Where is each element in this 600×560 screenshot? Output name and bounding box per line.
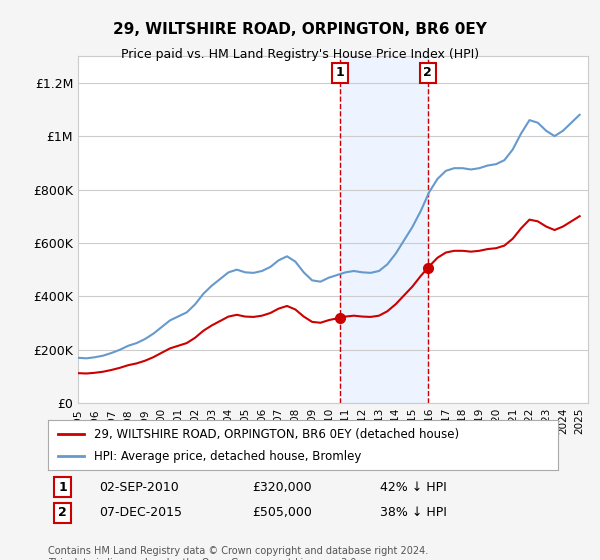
Text: 07-DEC-2015: 07-DEC-2015 (99, 506, 182, 520)
Text: Contains HM Land Registry data © Crown copyright and database right 2024.
This d: Contains HM Land Registry data © Crown c… (48, 546, 428, 560)
Text: HPI: Average price, detached house, Bromley: HPI: Average price, detached house, Brom… (94, 450, 361, 463)
Text: 38% ↓ HPI: 38% ↓ HPI (380, 506, 446, 520)
Text: 1: 1 (335, 67, 344, 80)
Text: 1: 1 (58, 480, 67, 493)
Text: 42% ↓ HPI: 42% ↓ HPI (380, 480, 446, 493)
Text: 29, WILTSHIRE ROAD, ORPINGTON, BR6 0EY (detached house): 29, WILTSHIRE ROAD, ORPINGTON, BR6 0EY (… (94, 428, 459, 441)
Text: 02-SEP-2010: 02-SEP-2010 (99, 480, 179, 493)
Bar (340, 56, 428, 403)
Text: £320,000: £320,000 (252, 480, 311, 493)
Text: Price paid vs. HM Land Registry's House Price Index (HPI): Price paid vs. HM Land Registry's House … (121, 48, 479, 60)
Text: 29, WILTSHIRE ROAD, ORPINGTON, BR6 0EY: 29, WILTSHIRE ROAD, ORPINGTON, BR6 0EY (113, 22, 487, 38)
Text: £505,000: £505,000 (252, 506, 312, 520)
Text: 2: 2 (58, 506, 67, 520)
Text: 2: 2 (424, 67, 432, 80)
